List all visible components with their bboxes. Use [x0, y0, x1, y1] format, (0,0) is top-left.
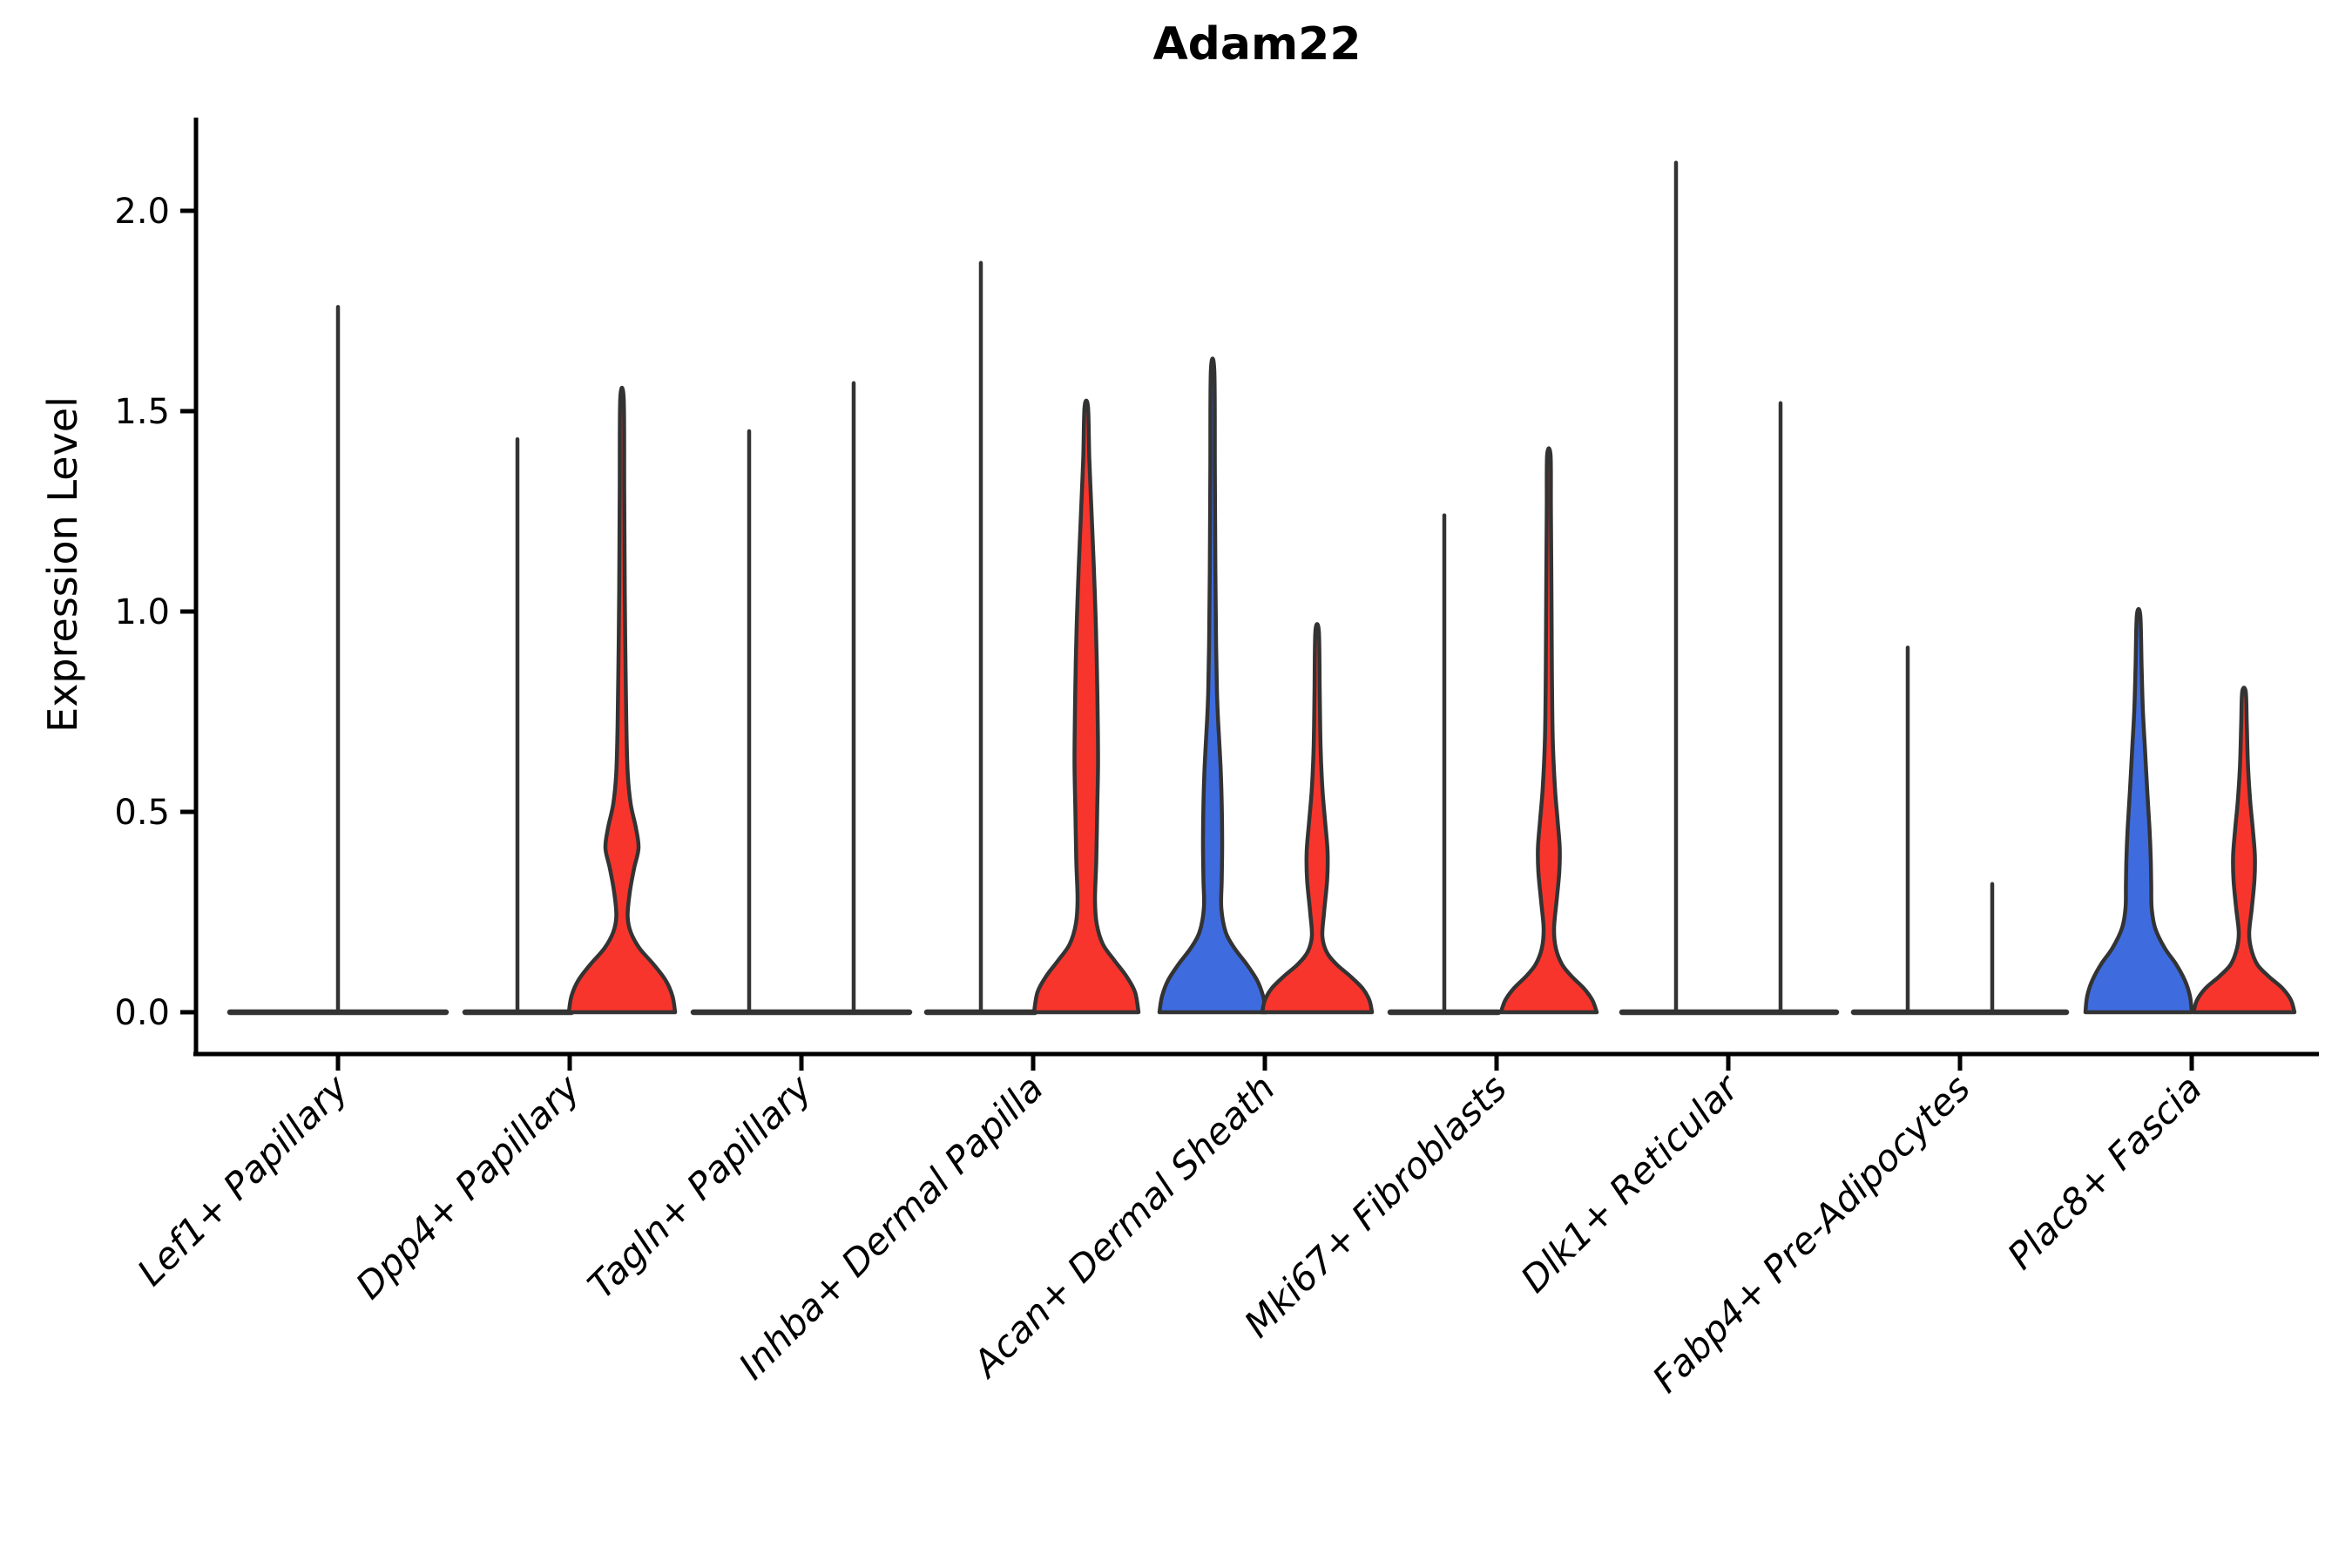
- axes: [180, 118, 2319, 1071]
- x-tick-label-2: Dpp4+ Papillary: [348, 1066, 589, 1308]
- y-tick-label: 2.0: [114, 192, 170, 232]
- x-tick-label-3: Tagln+ Papillary: [579, 1066, 821, 1308]
- violin-shape: [2191, 686, 2297, 1015]
- violins: [226, 160, 2297, 1016]
- violin-shape: [1157, 356, 1268, 1015]
- y-tick-label: 1.0: [114, 592, 170, 632]
- violin-shape: [1031, 398, 1141, 1015]
- violin-shape: [566, 385, 678, 1015]
- y-tick-label: 0.0: [114, 993, 170, 1033]
- y-axis-label: Expression Level: [39, 396, 86, 733]
- chart-title: Adam22: [1152, 18, 1361, 71]
- violin-shape: [2083, 606, 2194, 1015]
- x-tick-label-9: Plac8+ Fascia: [1999, 1066, 2210, 1277]
- violin-shape: [1260, 622, 1375, 1015]
- x-tick-label-6: Mki67+ Fibroblasts: [1236, 1066, 1515, 1345]
- violin-shape: [1498, 446, 1599, 1015]
- y-tick-labels: 0.0 0.5 1.0 1.5 2.0: [114, 192, 170, 1033]
- x-tick-label-1: Lef1+ Papillary: [129, 1066, 357, 1294]
- y-tick-label: 0.5: [114, 793, 170, 833]
- x-tick-label-7: Dlk1+ Reticular: [1512, 1064, 1748, 1301]
- y-tick-label: 1.5: [114, 392, 170, 432]
